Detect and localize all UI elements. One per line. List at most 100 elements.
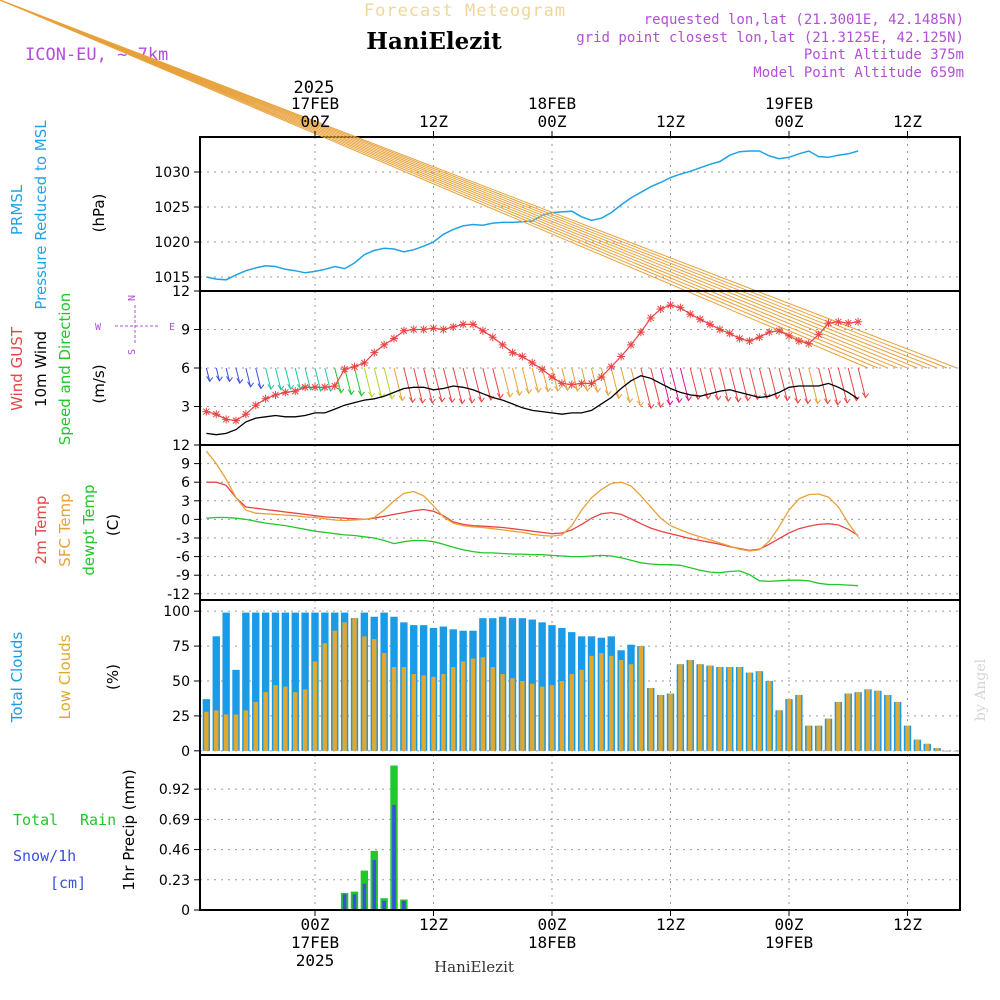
precip-label-total: Total xyxy=(13,811,58,829)
cloud-bar-low xyxy=(204,711,209,751)
cloud-bar-low xyxy=(915,739,920,751)
time-date-label: 19FEB xyxy=(765,94,813,113)
cloud-bar-low xyxy=(480,657,486,751)
wind-direction-arrow xyxy=(492,367,504,400)
y-tick-label: 1020 xyxy=(154,235,190,251)
gust-point xyxy=(390,334,398,343)
cloud-bar-low xyxy=(214,710,219,751)
gust-point xyxy=(725,329,734,338)
wind-direction-arrow xyxy=(275,367,285,391)
wind-direction-arrow xyxy=(245,367,254,388)
time-tick-label: 00Z xyxy=(301,112,330,131)
cloud-bar-low xyxy=(944,750,950,752)
info-line-1: requested lon,lat (21.3001E, 42.1485N) xyxy=(644,12,964,28)
cloud-bar-low xyxy=(717,667,723,751)
wind-direction-arrow xyxy=(0,0,928,369)
cloud-bar-low xyxy=(223,714,229,751)
wind-direction-arrow xyxy=(393,367,406,402)
temp-label-2m: 2m Temp xyxy=(32,496,50,565)
time-tick-label: 12Z xyxy=(419,112,448,131)
panel-precipitation: 0 0.23 0.46 0.69 0.92 xyxy=(159,754,961,919)
cloud-bar-low xyxy=(293,692,298,751)
cloud-bar-low xyxy=(905,725,910,751)
panel-frame xyxy=(199,136,961,292)
wind-direction-arrow xyxy=(650,367,664,409)
wind-direction-arrow xyxy=(363,367,376,398)
cloud-bar-low xyxy=(549,685,555,751)
wind-direction-arrow xyxy=(739,367,752,402)
gust-point xyxy=(686,310,695,319)
time-tick-label: 00Z xyxy=(538,915,567,934)
gust-point xyxy=(360,358,369,367)
gust-point xyxy=(804,339,813,348)
cloud-bar-low xyxy=(391,667,397,751)
cloud-bar-total xyxy=(261,612,270,751)
time-tick-label: 00Z xyxy=(538,112,567,131)
precip-bar-snow xyxy=(392,804,396,910)
y-tick-label: 0.23 xyxy=(159,873,190,889)
cloud-bar-low xyxy=(431,676,436,751)
cloud-bar-low xyxy=(332,630,337,751)
cloud-bar-low xyxy=(628,664,634,751)
gust-point xyxy=(508,348,517,357)
wind-direction-arrow xyxy=(354,367,365,397)
y-tick-label: 75 xyxy=(172,639,190,655)
gust-point xyxy=(459,320,468,329)
info-line-4: Model Point Altitude 659m xyxy=(753,65,964,81)
gust-point xyxy=(656,304,665,313)
wind-direction-arrow xyxy=(0,0,908,369)
gust-point xyxy=(469,320,477,329)
cloud-bar-low xyxy=(253,701,258,751)
precip-bar-snow xyxy=(362,883,367,910)
wind-direction-arrow xyxy=(729,367,742,403)
direction-label: Speed and Direction xyxy=(56,293,74,446)
time-date-label: 17FEB xyxy=(291,933,339,952)
precip-bar-snow xyxy=(382,900,386,910)
panel-pressure: 1015 1020 1025 1030 xyxy=(154,136,961,292)
cloud-bar-low xyxy=(767,680,772,751)
time-tick-label: 00Z xyxy=(301,915,330,934)
gust-point xyxy=(735,334,744,343)
cloud-bar-low xyxy=(530,683,535,751)
y-tick-label: -12 xyxy=(167,587,190,603)
cloud-bar-low xyxy=(381,653,387,751)
gust-point xyxy=(439,325,448,334)
time-date-label: 18FEB xyxy=(528,933,576,952)
time-date-label: 17FEB xyxy=(291,94,339,113)
cloud-bar-total xyxy=(301,612,309,751)
compass-west: W xyxy=(95,322,102,333)
cloud-bar-total xyxy=(242,612,250,751)
wind-direction-arrow xyxy=(610,367,623,400)
wind-direction-arrow xyxy=(442,367,456,404)
wind-direction-arrow xyxy=(640,367,655,410)
wind-direction-arrow xyxy=(0,0,879,369)
y-tick-label: 0 xyxy=(181,903,190,919)
cloud-bar-low xyxy=(490,667,495,751)
y-tick-label: 1030 xyxy=(154,165,190,181)
compass-south: S xyxy=(127,349,138,355)
gust-point xyxy=(765,328,774,337)
info-line-2: grid point closest lon,lat (21.3125E, 42… xyxy=(576,30,964,46)
gust-point xyxy=(478,326,487,335)
cloud-bar-low xyxy=(579,669,584,751)
precip-bar-snow xyxy=(342,894,347,910)
cloud-bar-low xyxy=(737,667,742,751)
info-line-3: Point Altitude 375m xyxy=(804,47,964,63)
pressure-unit: (hPa) xyxy=(90,194,108,233)
gust-point xyxy=(755,333,764,342)
gust-point xyxy=(330,381,339,390)
gust-point xyxy=(399,326,408,335)
cloud-bar-low xyxy=(757,671,762,751)
gust-point xyxy=(271,390,280,399)
cloud-bar-low xyxy=(609,655,614,751)
cloud-bar-low xyxy=(826,718,831,751)
gust-point xyxy=(518,352,527,361)
wind-direction-arrow xyxy=(630,367,644,407)
cloud-bar-low xyxy=(875,690,881,751)
wind-direction-arrow xyxy=(600,367,612,397)
wind-direction-arrow xyxy=(0,0,958,369)
wind-direction-arrow xyxy=(828,367,842,406)
location-title: HaniElezit xyxy=(366,28,502,55)
